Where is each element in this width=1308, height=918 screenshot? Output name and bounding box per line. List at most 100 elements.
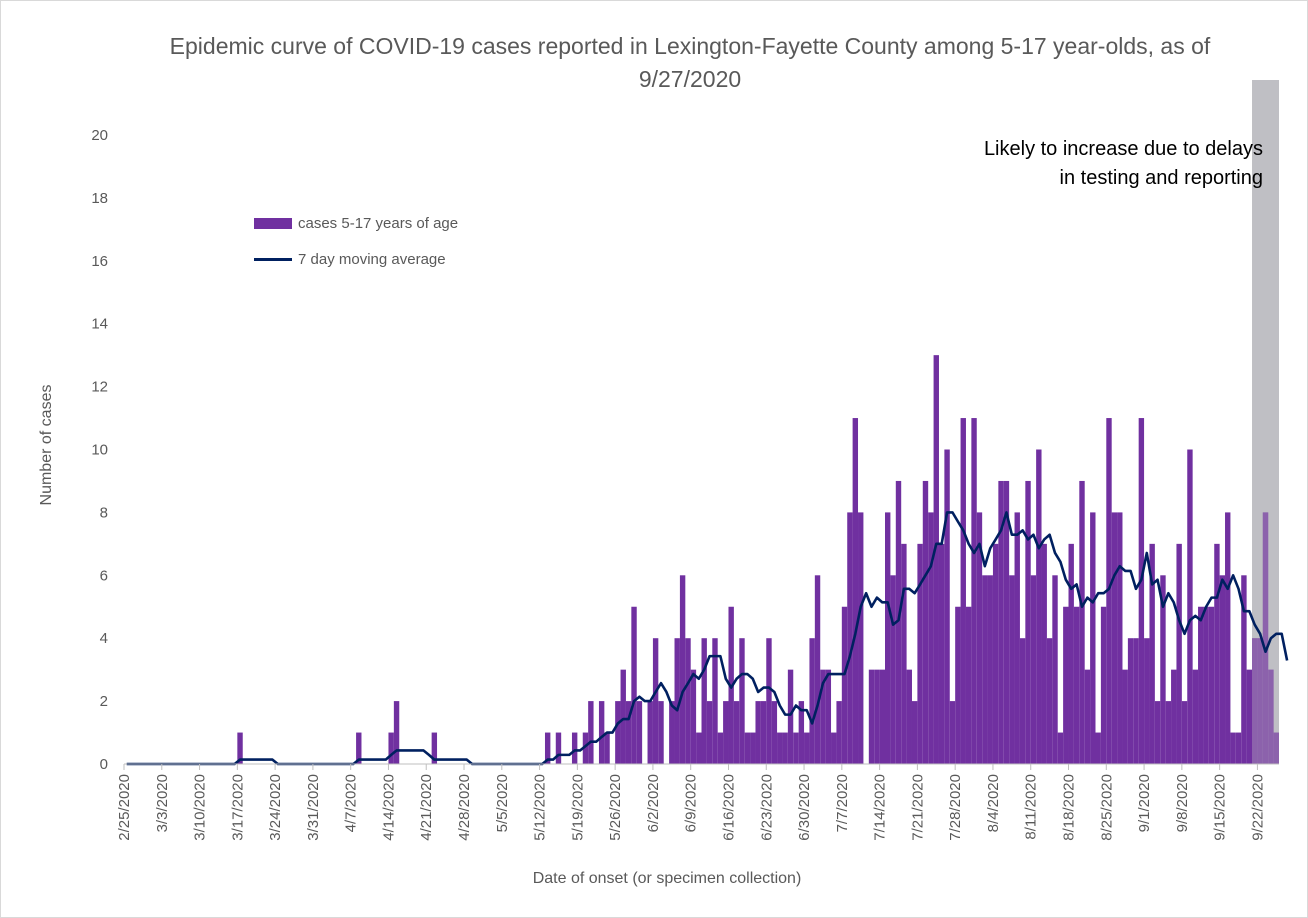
bar [852, 418, 859, 764]
bar [1176, 543, 1182, 764]
bar [1052, 575, 1058, 764]
bar [928, 512, 934, 764]
bar [1262, 512, 1269, 764]
x-tick-label: 6/9/2020 [683, 774, 700, 832]
bar [987, 575, 993, 764]
x-tick-label: 4/14/2020 [380, 774, 397, 841]
bar [706, 701, 713, 764]
x-tick-label: 9/22/2020 [1249, 774, 1266, 841]
bar [809, 638, 815, 764]
bar [1073, 606, 1080, 764]
bar [1057, 732, 1064, 764]
x-tick-label: 7/7/2020 [834, 774, 851, 832]
bar-shade-overlay [1268, 669, 1274, 764]
bar [938, 543, 945, 764]
bar [750, 732, 756, 764]
y-tick-label: 16 [91, 253, 108, 270]
bar [717, 732, 724, 764]
x-tick-label: 8/18/2020 [1061, 774, 1078, 841]
x-tick-label: 6/2/2020 [645, 774, 662, 832]
bar [1041, 543, 1047, 764]
x-tick-label: 8/25/2020 [1098, 774, 1115, 841]
x-tick-label: 3/17/2020 [229, 774, 246, 841]
x-tick-label: 6/16/2020 [720, 774, 737, 841]
bar-shade-overlay [1273, 732, 1279, 764]
bar [1133, 638, 1139, 764]
bar [836, 701, 842, 764]
bar [976, 512, 983, 764]
delay-annotation: Likely to increase due to delays in test… [983, 138, 1263, 189]
y-tick-label: 2 [100, 693, 108, 710]
bar [1030, 575, 1037, 764]
bar [992, 543, 999, 764]
bar [879, 669, 886, 764]
bar [965, 606, 972, 764]
bar [1241, 575, 1247, 764]
bar [669, 701, 675, 764]
bar [906, 669, 912, 764]
bar [820, 669, 826, 764]
legend-swatch-bar [254, 217, 292, 229]
bar [998, 480, 1004, 764]
bar [922, 480, 929, 764]
bar [733, 701, 740, 764]
x-tick-label: 4/7/2020 [343, 774, 360, 832]
bar [1117, 512, 1123, 764]
legend: cases 5-17 years of age 7 day moving ave… [254, 212, 458, 284]
bar [679, 575, 686, 764]
bar [1225, 512, 1231, 764]
x-tick-label: 7/28/2020 [947, 774, 964, 841]
y-tick-label: 4 [100, 630, 108, 647]
bar [1192, 669, 1199, 764]
bar [1214, 543, 1220, 764]
bar-shade-overlay [1257, 638, 1263, 764]
bar [1122, 669, 1128, 764]
bar [766, 638, 772, 764]
bar [647, 701, 653, 764]
bar [658, 701, 664, 764]
bar [744, 732, 751, 764]
bar [544, 732, 551, 764]
bar [1252, 638, 1258, 764]
bar [1009, 575, 1015, 764]
bar [1046, 638, 1053, 764]
bar [955, 606, 961, 764]
bar [1165, 701, 1172, 764]
bar [1257, 638, 1263, 764]
legend-label-cases: cases 5-17 years of age [298, 214, 459, 232]
x-tick-label: 6/30/2020 [796, 774, 813, 841]
bar [1138, 418, 1145, 764]
bar [1084, 669, 1091, 764]
bar [949, 701, 956, 764]
bar [625, 701, 632, 764]
bar [1036, 449, 1042, 764]
bar [388, 732, 394, 764]
bar [1198, 606, 1204, 764]
bar [1208, 606, 1215, 764]
bar [1003, 480, 1010, 764]
y-tick-label: 12 [91, 379, 108, 396]
bar [674, 638, 680, 764]
y-tick-label: 14 [91, 316, 108, 333]
bar [825, 669, 832, 764]
bar [814, 575, 821, 764]
bar [760, 701, 767, 764]
y-tick-label: 18 [91, 190, 108, 207]
bar [831, 732, 837, 764]
x-tick-label: 5/26/2020 [607, 774, 624, 841]
chart-title: Epidemic curve of COVID-19 cases reporte… [169, 33, 1211, 92]
bar [890, 575, 896, 764]
bar [636, 701, 643, 764]
bar [615, 701, 621, 764]
bar-shade-overlay [1252, 638, 1258, 764]
bar [1273, 732, 1279, 764]
y-tick-label: 20 [91, 127, 108, 144]
bar [1144, 638, 1150, 764]
y-tick-label: 8 [100, 504, 108, 521]
bar [1068, 543, 1074, 764]
y-tick-label: 6 [100, 567, 108, 584]
bar [1203, 606, 1209, 764]
bar [798, 701, 805, 764]
x-tick-label: 8/11/2020 [1023, 774, 1040, 840]
bar [598, 701, 605, 764]
